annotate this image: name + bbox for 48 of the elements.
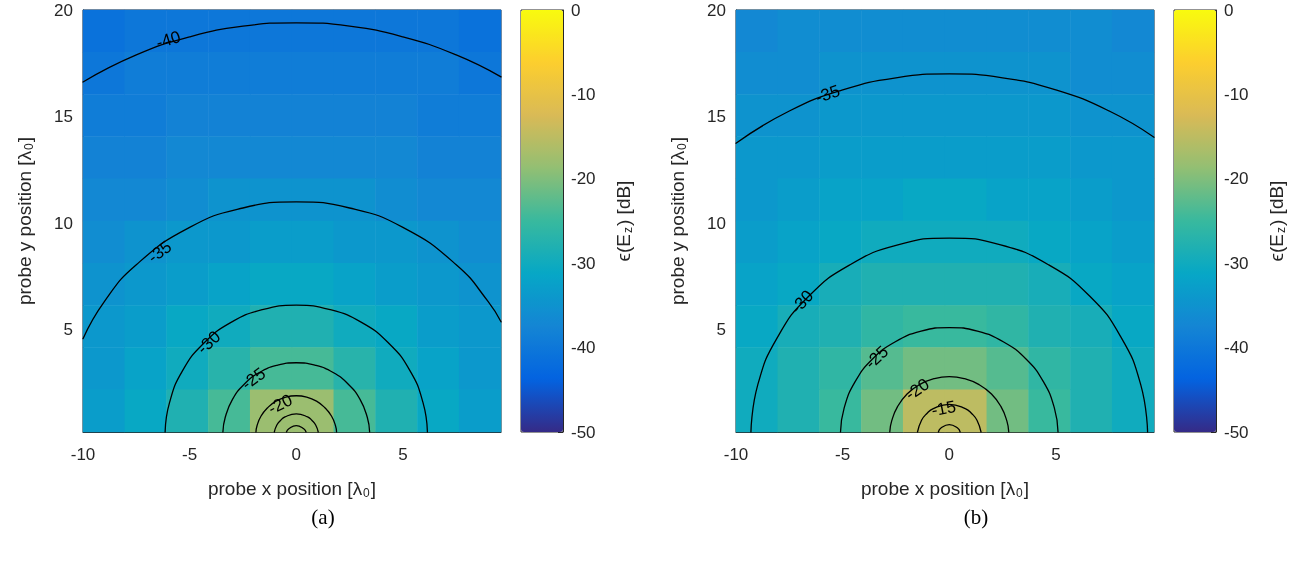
x-tick-label: -10 bbox=[70, 445, 96, 464]
color-bar-label: -40 bbox=[1224, 338, 1249, 358]
y-tick-label: 15 bbox=[707, 107, 726, 127]
x-tick-label: 0 bbox=[291, 445, 301, 464]
line-series bbox=[82, 22, 502, 83]
line-series bbox=[839, 326, 1059, 433]
line-series bbox=[273, 413, 319, 433]
line-series bbox=[222, 362, 371, 433]
line-series bbox=[750, 237, 1149, 433]
color-bar-title: ϵ(Ez) [dB] bbox=[613, 180, 635, 262]
text: (b) bbox=[963, 505, 989, 529]
x-tick-label: 5 bbox=[1051, 445, 1061, 464]
color-bar-label: -30 bbox=[571, 253, 596, 273]
y-tick-label: 15 bbox=[54, 107, 73, 127]
y-tick-label: 20 bbox=[54, 0, 73, 20]
y-tick-label: 10 bbox=[707, 213, 726, 233]
y-tick-label: 10 bbox=[54, 213, 73, 233]
annotation: -25 bbox=[861, 342, 893, 373]
color-bar-label: -20 bbox=[571, 169, 596, 189]
annotation: -35 bbox=[812, 81, 843, 108]
annotation: -40 bbox=[153, 27, 183, 53]
color-bar-label: -40 bbox=[571, 338, 596, 358]
line-series bbox=[255, 395, 338, 433]
color-bar-label: -50 bbox=[571, 422, 596, 442]
color-bar-label: -10 bbox=[1224, 84, 1249, 104]
line-series bbox=[164, 304, 429, 433]
color-bar-label: -30 bbox=[1224, 253, 1249, 273]
line-series bbox=[889, 375, 1010, 433]
color-bar-label: -20 bbox=[1224, 169, 1249, 189]
line-series bbox=[735, 73, 1155, 144]
y-tick-label: 5 bbox=[716, 320, 726, 340]
y-axis-title: probe y position [λ0] bbox=[667, 136, 689, 306]
x-tick-label: -5 bbox=[182, 445, 198, 464]
x-tick-label: 5 bbox=[398, 445, 408, 464]
text: (a) bbox=[311, 505, 335, 529]
y-tick-label: 20 bbox=[707, 0, 726, 20]
y-tick-label: 5 bbox=[63, 320, 73, 340]
color-bar-title: ϵ(Ez) [dB] bbox=[1266, 180, 1288, 262]
color-bar-label: 0 bbox=[1224, 0, 1234, 20]
y-axis-title: probe y position [λ0] bbox=[14, 136, 36, 306]
x-tick-label: -5 bbox=[835, 445, 851, 464]
color-bar-label: 0 bbox=[571, 0, 581, 20]
x-tick-label: 0 bbox=[944, 445, 954, 464]
annotation: -30 bbox=[193, 327, 225, 358]
annotation: -35 bbox=[144, 236, 176, 267]
x-tick-label: -10 bbox=[723, 445, 749, 464]
color-bar-label: -50 bbox=[1224, 422, 1249, 442]
color-bar-label: -10 bbox=[571, 84, 596, 104]
